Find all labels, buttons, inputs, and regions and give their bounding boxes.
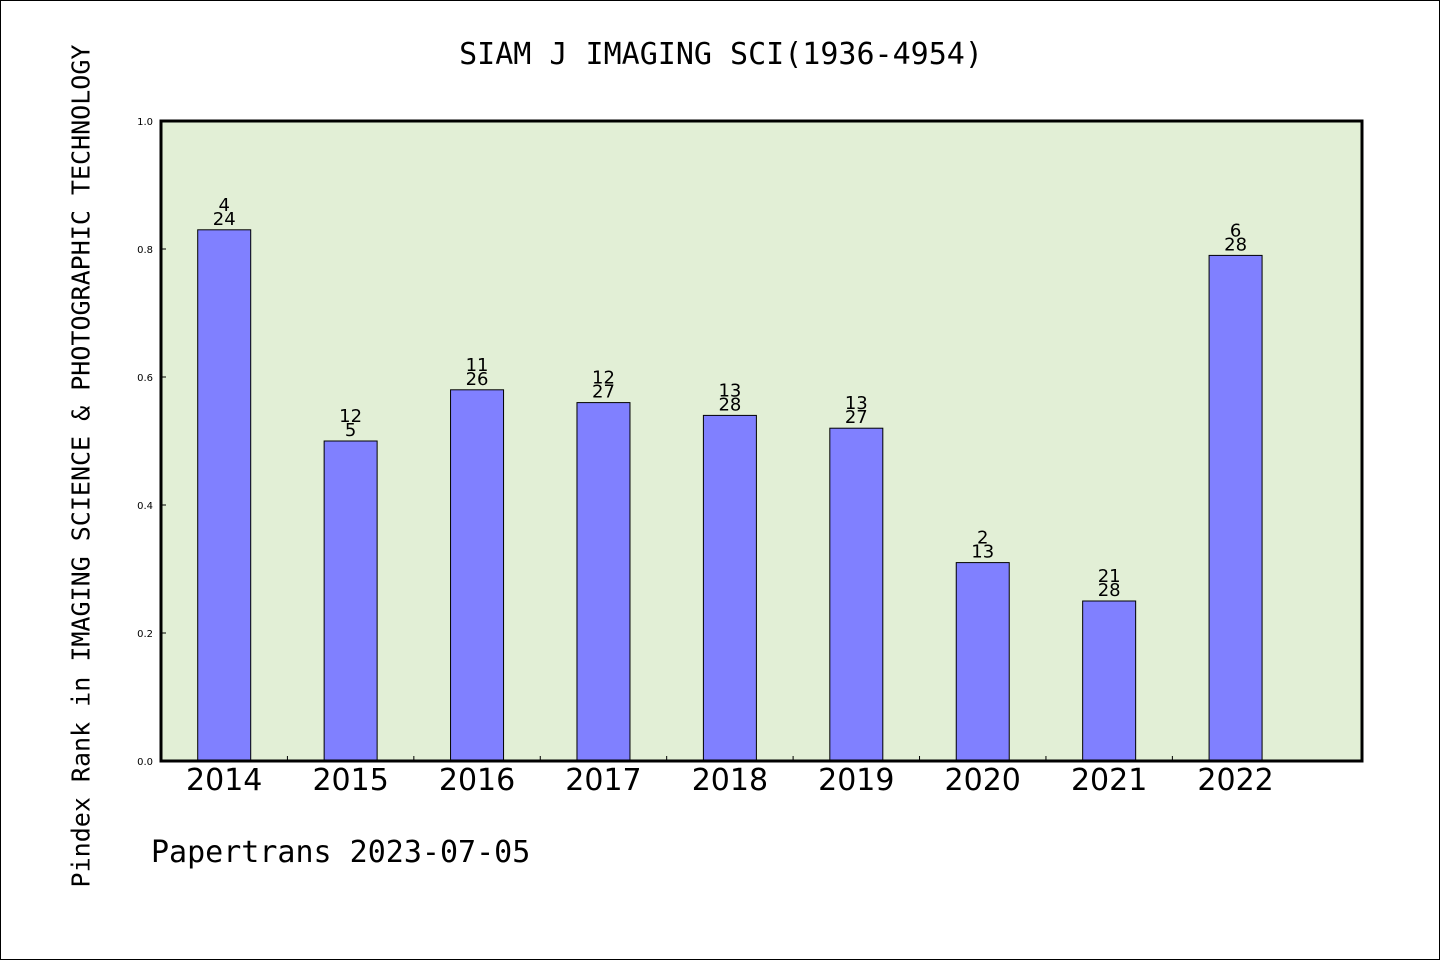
- x-tick-label: 2019: [818, 763, 894, 798]
- x-tick-label: 2020: [945, 763, 1021, 798]
- footer-note: Papertrans 2023-07-05: [151, 835, 531, 870]
- bars-layer: [197, 229, 1263, 762]
- bar-label-bottom: 13: [971, 542, 994, 563]
- y-tick-label: 0.6: [137, 373, 153, 384]
- bar-label-bottom: 28: [1098, 580, 1121, 601]
- bar: [829, 427, 884, 762]
- x-tick-label: 2021: [1071, 763, 1147, 798]
- bar-label-top: 13: [845, 393, 868, 414]
- bar-label-bottom: 28: [718, 394, 741, 415]
- bar: [702, 414, 757, 762]
- bar: [1208, 254, 1263, 762]
- bar-label-top: 13: [718, 380, 741, 401]
- chart-title: SIAM J IMAGING SCI(1936-4954): [459, 37, 983, 72]
- bar-label-bottom: 24: [213, 209, 236, 230]
- bar-label-top: 11: [466, 355, 489, 376]
- x-tick-label: 2014: [186, 763, 262, 798]
- bar: [323, 440, 378, 762]
- bar: [1082, 600, 1137, 762]
- bar-label-top: 6: [1230, 220, 1241, 241]
- bar: [197, 229, 252, 762]
- x-tick-label: 2015: [312, 763, 388, 798]
- y-tick-label: 0.8: [137, 245, 153, 256]
- bar: [955, 562, 1010, 762]
- bar-label-bottom: 27: [592, 382, 615, 403]
- x-tick-label: 2017: [565, 763, 641, 798]
- y-tick-label: 0.2: [137, 629, 153, 640]
- bar-label-bottom: 28: [1224, 234, 1247, 255]
- ticks-layer: 2014 2015 2016 2017 2018 2019 2020 2021 2022 0.0 0…: [137, 117, 1274, 798]
- bar-label-bottom: 27: [845, 407, 868, 428]
- bar-label-bottom: 26: [466, 369, 489, 390]
- bar: [450, 389, 505, 762]
- bar: [576, 402, 631, 762]
- y-tick-label: 0.4: [137, 501, 153, 512]
- bar-label-top: 2: [977, 528, 988, 549]
- plot-border: [159, 119, 1364, 763]
- y-tick-label: 0.0: [137, 757, 153, 768]
- bar-label-top: 12: [339, 406, 362, 427]
- y-tick-label: 1.0: [137, 117, 153, 128]
- x-tick-label: 2016: [439, 763, 515, 798]
- bar-label-top: 12: [592, 368, 615, 389]
- bar-label-top: 21: [1098, 566, 1121, 587]
- x-tick-label: 2022: [1197, 763, 1273, 798]
- bar-label-top: 4: [218, 195, 229, 216]
- bar-label-bottom: 5: [345, 420, 356, 441]
- x-tick-label: 2018: [692, 763, 768, 798]
